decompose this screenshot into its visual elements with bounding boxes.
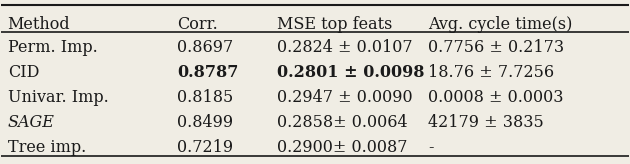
- Text: -: -: [428, 139, 433, 156]
- Text: 0.7756 ± 0.2173: 0.7756 ± 0.2173: [428, 39, 564, 56]
- Text: MSE top feats: MSE top feats: [277, 16, 392, 33]
- Text: 18.76 ± 7.7256: 18.76 ± 7.7256: [428, 64, 554, 81]
- Text: Tree imp.: Tree imp.: [8, 139, 86, 156]
- Text: Perm. Imp.: Perm. Imp.: [8, 39, 98, 56]
- Text: 0.0008 ± 0.0003: 0.0008 ± 0.0003: [428, 89, 563, 106]
- Text: 0.8499: 0.8499: [177, 114, 233, 131]
- Text: 0.2858± 0.0064: 0.2858± 0.0064: [277, 114, 408, 131]
- Text: 0.2824 ± 0.0107: 0.2824 ± 0.0107: [277, 39, 413, 56]
- Text: 0.7219: 0.7219: [177, 139, 233, 156]
- Text: 0.2947 ± 0.0090: 0.2947 ± 0.0090: [277, 89, 413, 106]
- Text: Univar. Imp.: Univar. Imp.: [8, 89, 108, 106]
- Text: Corr.: Corr.: [177, 16, 218, 33]
- Text: Avg. cycle time(s): Avg. cycle time(s): [428, 16, 572, 33]
- Text: 42179 ± 3835: 42179 ± 3835: [428, 114, 544, 131]
- Text: 0.8185: 0.8185: [177, 89, 233, 106]
- Text: 0.8787: 0.8787: [177, 64, 238, 81]
- Text: SAGE: SAGE: [8, 114, 55, 131]
- Text: 0.2900± 0.0087: 0.2900± 0.0087: [277, 139, 408, 156]
- Text: 0.2801 ± 0.0098: 0.2801 ± 0.0098: [277, 64, 425, 81]
- Text: Method: Method: [8, 16, 71, 33]
- Text: CID: CID: [8, 64, 39, 81]
- Text: 0.8697: 0.8697: [177, 39, 233, 56]
